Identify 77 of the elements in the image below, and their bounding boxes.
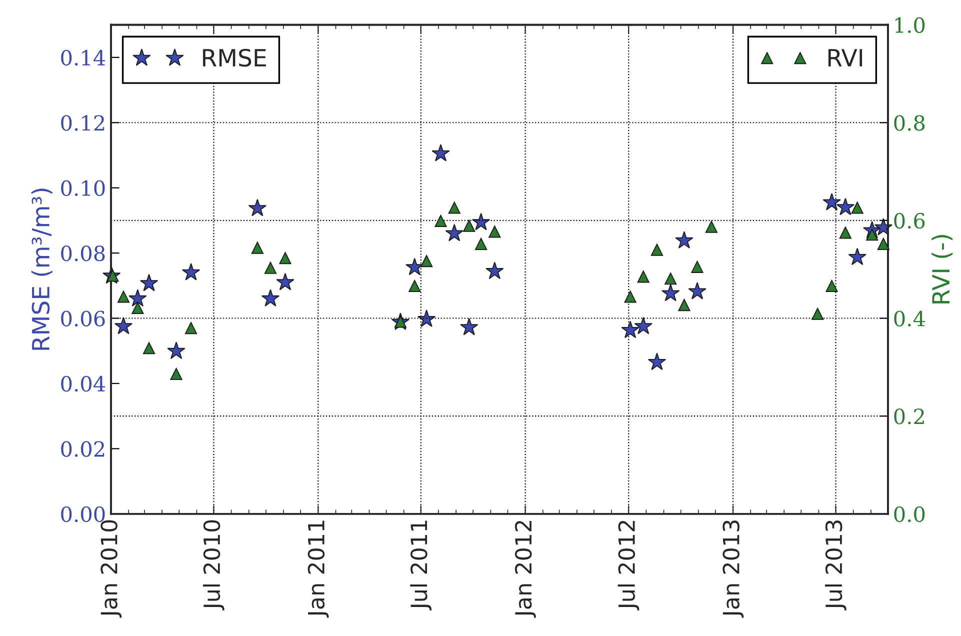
point [420,254,433,268]
x-tick-label: Jan 2012 [514,520,536,618]
point [650,244,664,256]
point [279,252,292,264]
x-tick-label: Jan 2011 [308,520,329,618]
y2-tick-label: 0.0 [894,506,925,522]
point [128,289,147,306]
point [248,198,266,216]
point [621,320,640,338]
point [445,224,464,242]
y2-tick-label: 0.8 [894,115,925,131]
point [705,220,718,233]
point [877,238,890,250]
point [634,316,652,334]
point [474,238,488,250]
point [408,280,421,292]
point [851,202,864,214]
point [117,290,130,303]
y2-tick-label: 0.4 [894,310,925,326]
y-tick-label: 0.10 [61,180,105,196]
point [648,352,666,370]
point [114,316,133,334]
point [812,308,824,320]
point [637,270,650,283]
point [822,192,841,210]
point [664,272,677,285]
y2-axis-title: RVI (-) [932,235,953,304]
point [488,226,501,238]
point [140,274,158,292]
point [448,202,460,214]
point [434,214,447,227]
point [417,310,436,328]
point [662,284,680,302]
point [472,212,490,230]
point [848,248,866,266]
y-axis-title: RMSE (m³/m³) [31,188,52,350]
x-tick-label: Jul 2010 [202,520,224,610]
point [167,342,186,359]
point [839,226,852,239]
y-tick-label: 0.04 [61,376,106,392]
point [463,220,476,232]
legend-label: RMSE [203,48,266,67]
x-tick-label: Jan 2013 [722,520,744,618]
y2-tick-label: 0.2 [894,408,924,424]
point [675,231,694,248]
point [678,299,690,312]
x-tick-label: Jan 2010 [100,520,122,618]
point [691,260,704,273]
point [251,242,264,254]
point [624,290,636,303]
y-tick-label: 0.14 [61,50,106,66]
y-tick-label: 0.08 [61,245,105,262]
y-tick-label: 0.06 [61,310,105,326]
point [264,262,277,274]
legend-label: RVI [828,49,862,66]
point [688,282,706,300]
point [460,318,478,336]
point [142,342,156,354]
point [261,289,280,306]
point [486,262,504,280]
x-tick-label: Jul 2012 [618,520,640,610]
y-tick-label: 0.02 [61,441,104,457]
point [276,272,294,290]
point [836,198,854,216]
point [170,368,182,380]
point [406,258,424,276]
point [826,280,838,292]
y2-tick-label: 0.6 [894,212,925,229]
y-tick-label: 0.12 [61,115,104,131]
point [182,263,200,280]
x-tick-label: Jul 2013 [824,520,846,610]
point [432,144,450,162]
y-tick-label: 0.00 [61,506,105,522]
point [184,322,198,334]
y2-tick-label: 1.0 [895,17,925,34]
point [132,302,144,314]
x-tick-label: Jul 2011 [410,520,432,610]
